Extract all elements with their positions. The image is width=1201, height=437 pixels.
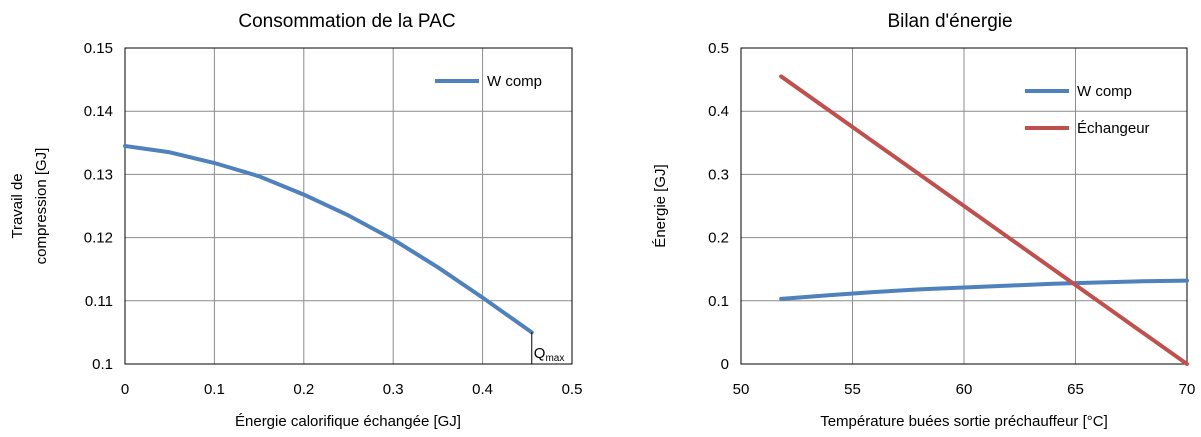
chart1-x-tick-label: 0.3	[383, 381, 404, 398]
chart1-y-tick-label: 0.12	[84, 230, 113, 247]
chart1-y-axis-label-line1: Travail de	[9, 173, 26, 238]
chart2-series-line-2	[779, 74, 1189, 366]
chart1-title: Consommation de la PAC	[238, 11, 455, 32]
chart2-y-tick-label: 0.2	[708, 230, 729, 247]
chart1-plot-frame	[124, 47, 573, 365]
chart1-legend-label-1: W comp	[487, 73, 542, 90]
chart1-x-tick-label: 0.1	[204, 381, 225, 398]
chart1-y-tick-label: 0.14	[84, 103, 113, 120]
chart2-x-tick-label: 70	[1179, 381, 1196, 398]
chart1-series-line-1	[123, 143, 534, 335]
chart1-y-tick-label: 0.13	[84, 166, 113, 183]
chart1-annotation-qmax: Qmax	[531, 332, 565, 364]
chart1-x-tick-label: 0	[121, 381, 129, 398]
chart1-y-tick-label: 0.1	[92, 356, 113, 373]
chart1-legend: W comp	[435, 73, 542, 90]
chart2-y-tick-label: 0	[721, 356, 729, 373]
chart2-y-ticks: 0 0.1 0.2 0.3 0.4 0.5	[708, 40, 729, 373]
chart1-x-tick-label: 0.2	[293, 381, 314, 398]
chart2-legend-label-1: W comp	[1077, 83, 1132, 100]
chart2-series-group	[779, 74, 1189, 366]
chart1-qmax-label: Qmax	[534, 345, 565, 364]
chart1-x-tick-label: 0.5	[562, 381, 583, 398]
chart2-x-axis-label: Température buées sortie préchauffeur [°…	[820, 413, 1108, 430]
chart2-y-axis-label: Énergie [GJ]	[652, 164, 669, 247]
chart1-y-axis-label-line2: compression [GJ]	[33, 148, 50, 265]
chart2-y-tick-label: 0.5	[708, 40, 729, 57]
chart2-x-tick-label: 65	[1067, 381, 1084, 398]
chart2-title: Bilan d'énergie	[887, 11, 1012, 32]
chart2-series-line-1	[779, 278, 1189, 301]
chart2-legend-label-2: Échangeur	[1077, 120, 1150, 137]
chart2-y-tick-label: 0.1	[708, 293, 729, 310]
chart2-x-tick-label: 55	[844, 381, 861, 398]
chart1-y-ticks: 0.1 0.11 0.12 0.13 0.14 0.15	[84, 40, 113, 373]
chart-bilan: Bilan d'énergie 50 55 60 65 70 0 0.1 0.2 0.3 0.4…	[652, 11, 1195, 430]
chart2-legend: W comp Échangeur	[1025, 83, 1150, 137]
chart1-x-tick-label: 0.4	[472, 381, 493, 398]
chart-consommation: Consommation de la PAC 0 0.1 0.2 0.3 0.4 0.5 …	[9, 11, 582, 430]
chart1-x-ticks: 0 0.1 0.2 0.3 0.4 0.5	[121, 381, 583, 398]
chart2-x-ticks: 50 55 60 65 70	[733, 381, 1196, 398]
chart1-y-tick-label: 0.11	[85, 293, 113, 310]
chart1-x-axis-label: Énergie calorifique échangée [GJ]	[235, 413, 461, 430]
chart1-y-tick-label: 0.15	[84, 40, 113, 57]
chart2-x-tick-label: 50	[733, 381, 750, 398]
chart2-plot-frame	[740, 47, 1188, 365]
chart1-grid	[125, 48, 572, 364]
chart2-y-tick-label: 0.4	[708, 103, 729, 120]
chart2-y-tick-label: 0.3	[708, 166, 729, 183]
chart1-series-group	[123, 143, 534, 335]
chart2-x-tick-label: 60	[956, 381, 973, 398]
